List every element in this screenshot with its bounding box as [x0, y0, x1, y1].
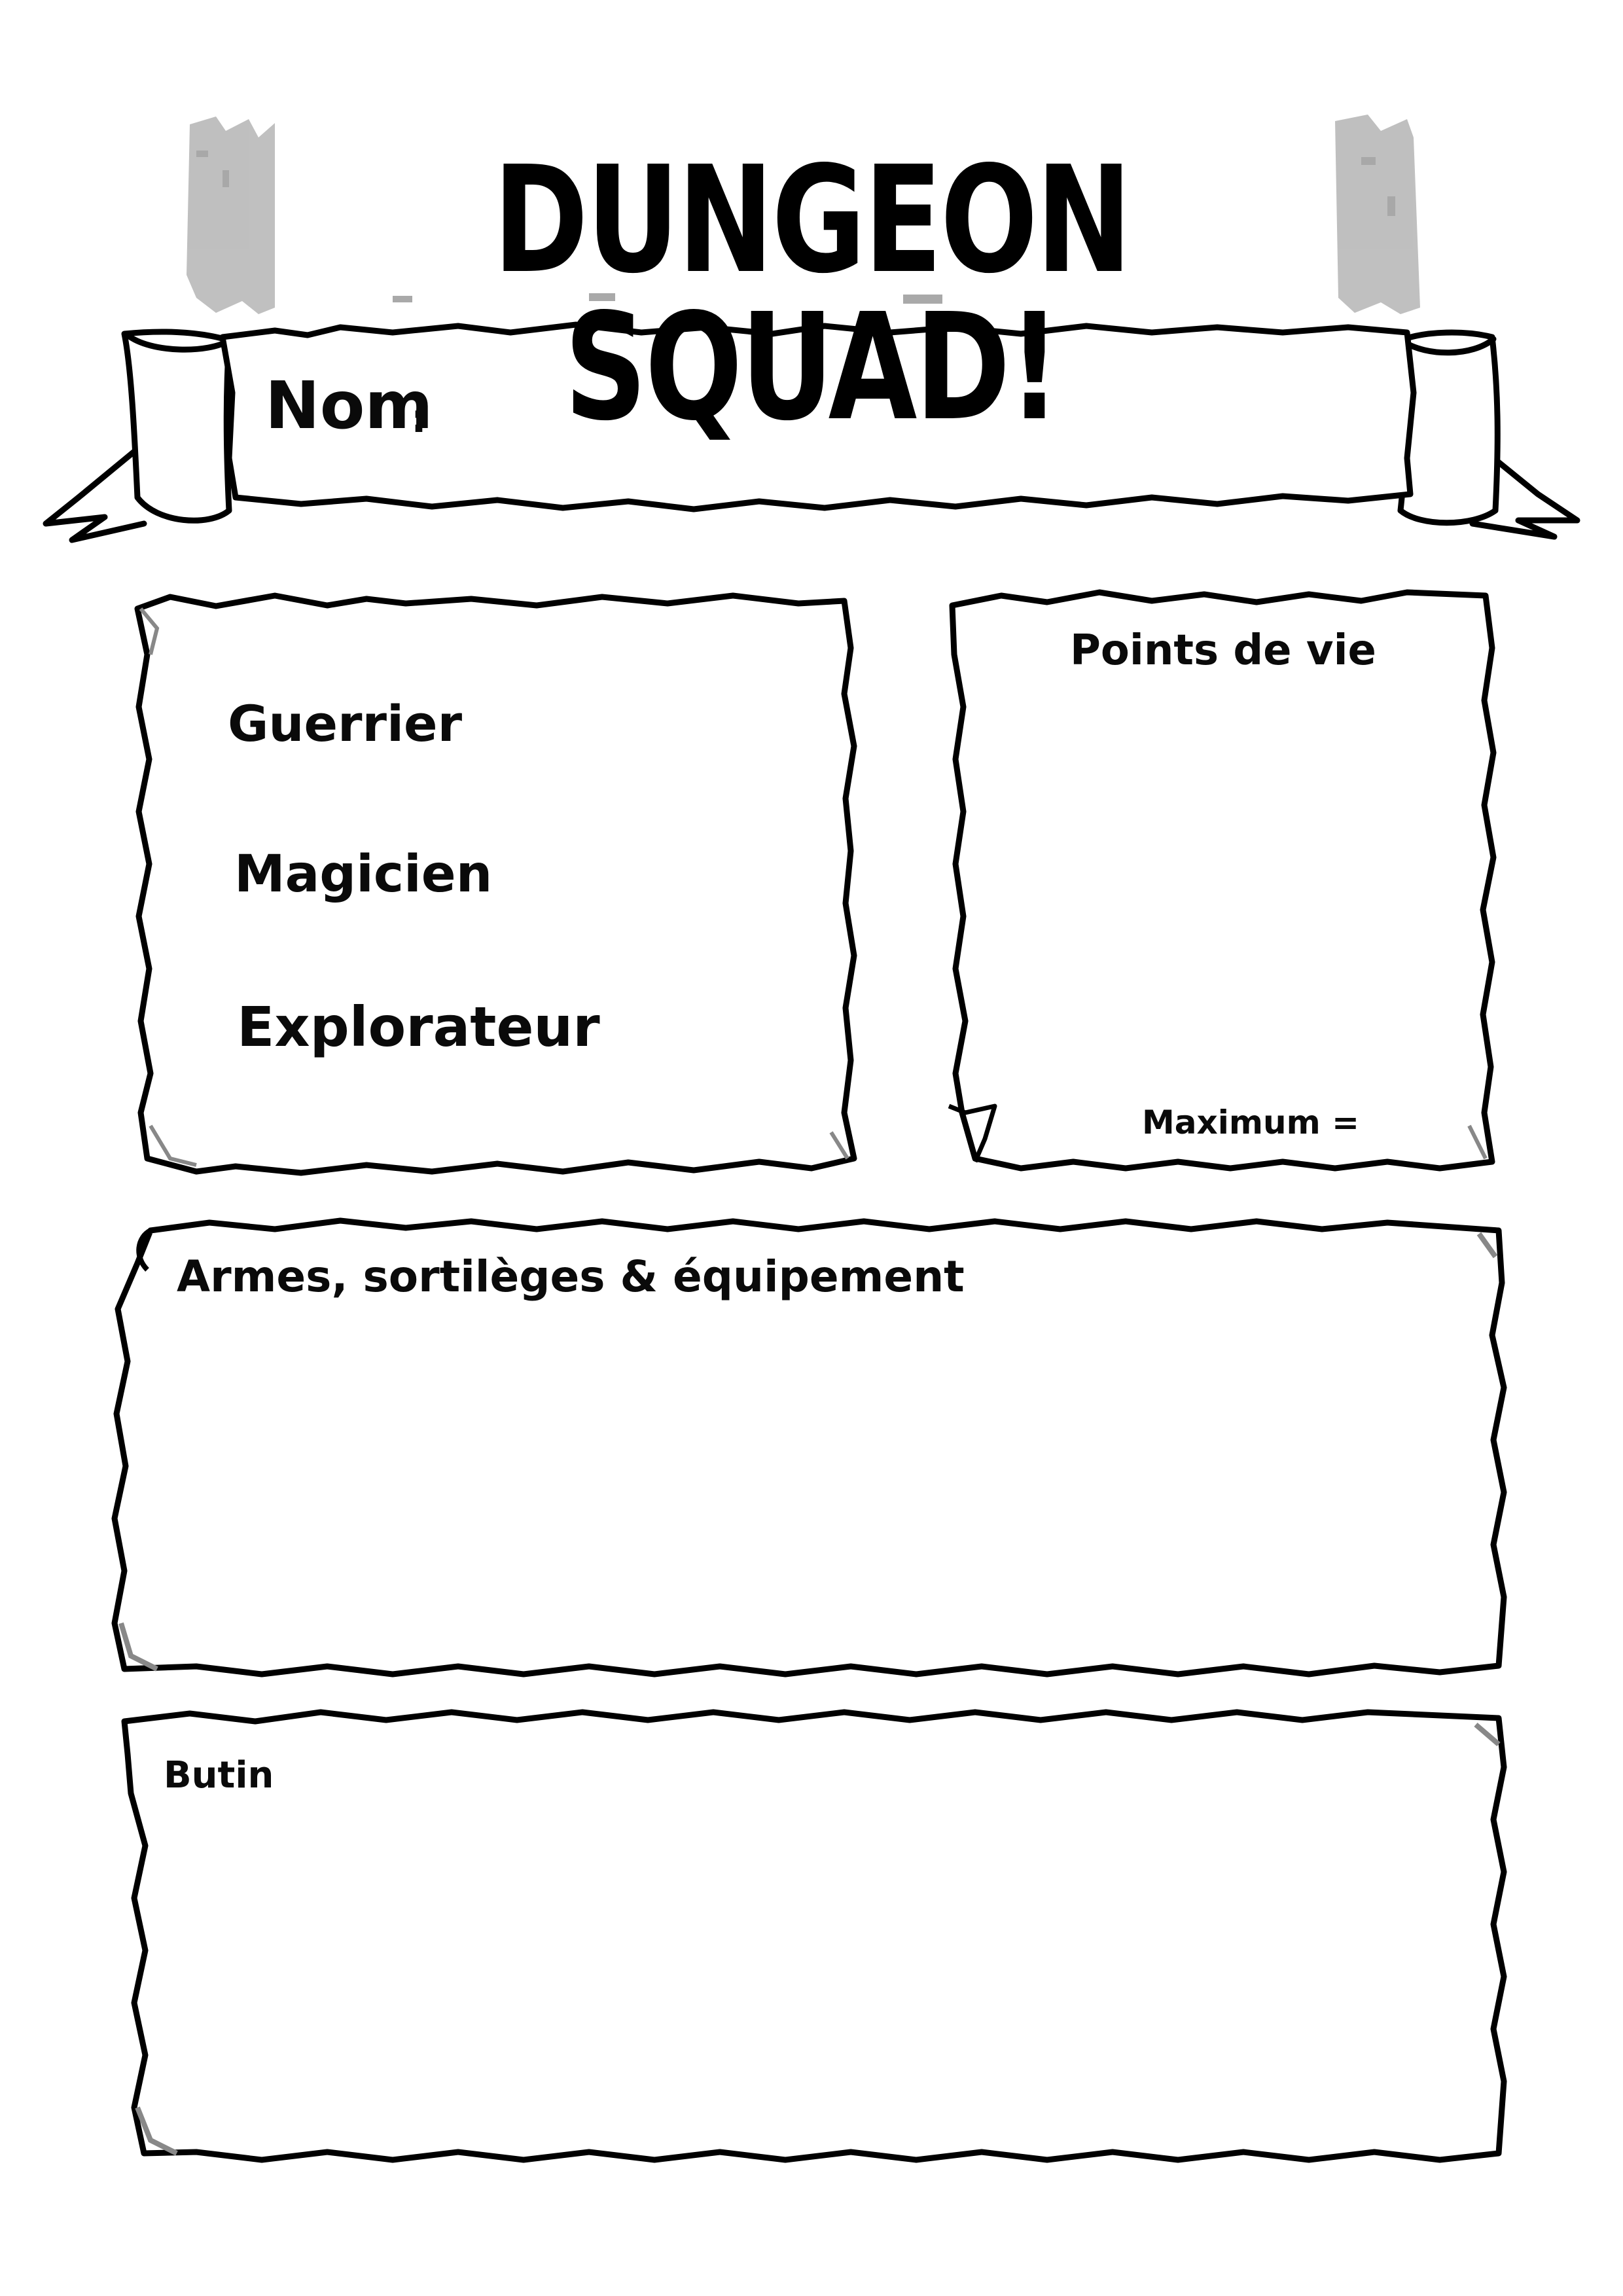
- page-title: DUNGEON SQUAD!: [493, 135, 1132, 454]
- name-banner: [43, 321, 1580, 543]
- gear-box-frame: [111, 1217, 1507, 1677]
- page-title-banner: DUNGEON SQUAD!: [164, 115, 1459, 442]
- loot-box-frame: [121, 1709, 1507, 2163]
- title-grunge-backdrop: [187, 115, 1420, 314]
- class-option-explorer: Explorateur: [237, 995, 600, 1059]
- hit-points-maximum-label: Maximum =: [1142, 1103, 1359, 1141]
- class-option-magician: Magicien: [234, 845, 493, 904]
- gear-title: Armes, sortilèges & équipement: [177, 1251, 965, 1302]
- class-box-frame: [134, 592, 857, 1176]
- hit-points-title: Points de vie: [1070, 626, 1376, 675]
- name-label: Nom: [265, 367, 433, 444]
- name-colon: :: [411, 396, 427, 442]
- hp-box-frame: [948, 589, 1497, 1172]
- loot-title: Butin: [164, 1754, 274, 1797]
- class-option-warrior: Guerrier: [228, 694, 463, 753]
